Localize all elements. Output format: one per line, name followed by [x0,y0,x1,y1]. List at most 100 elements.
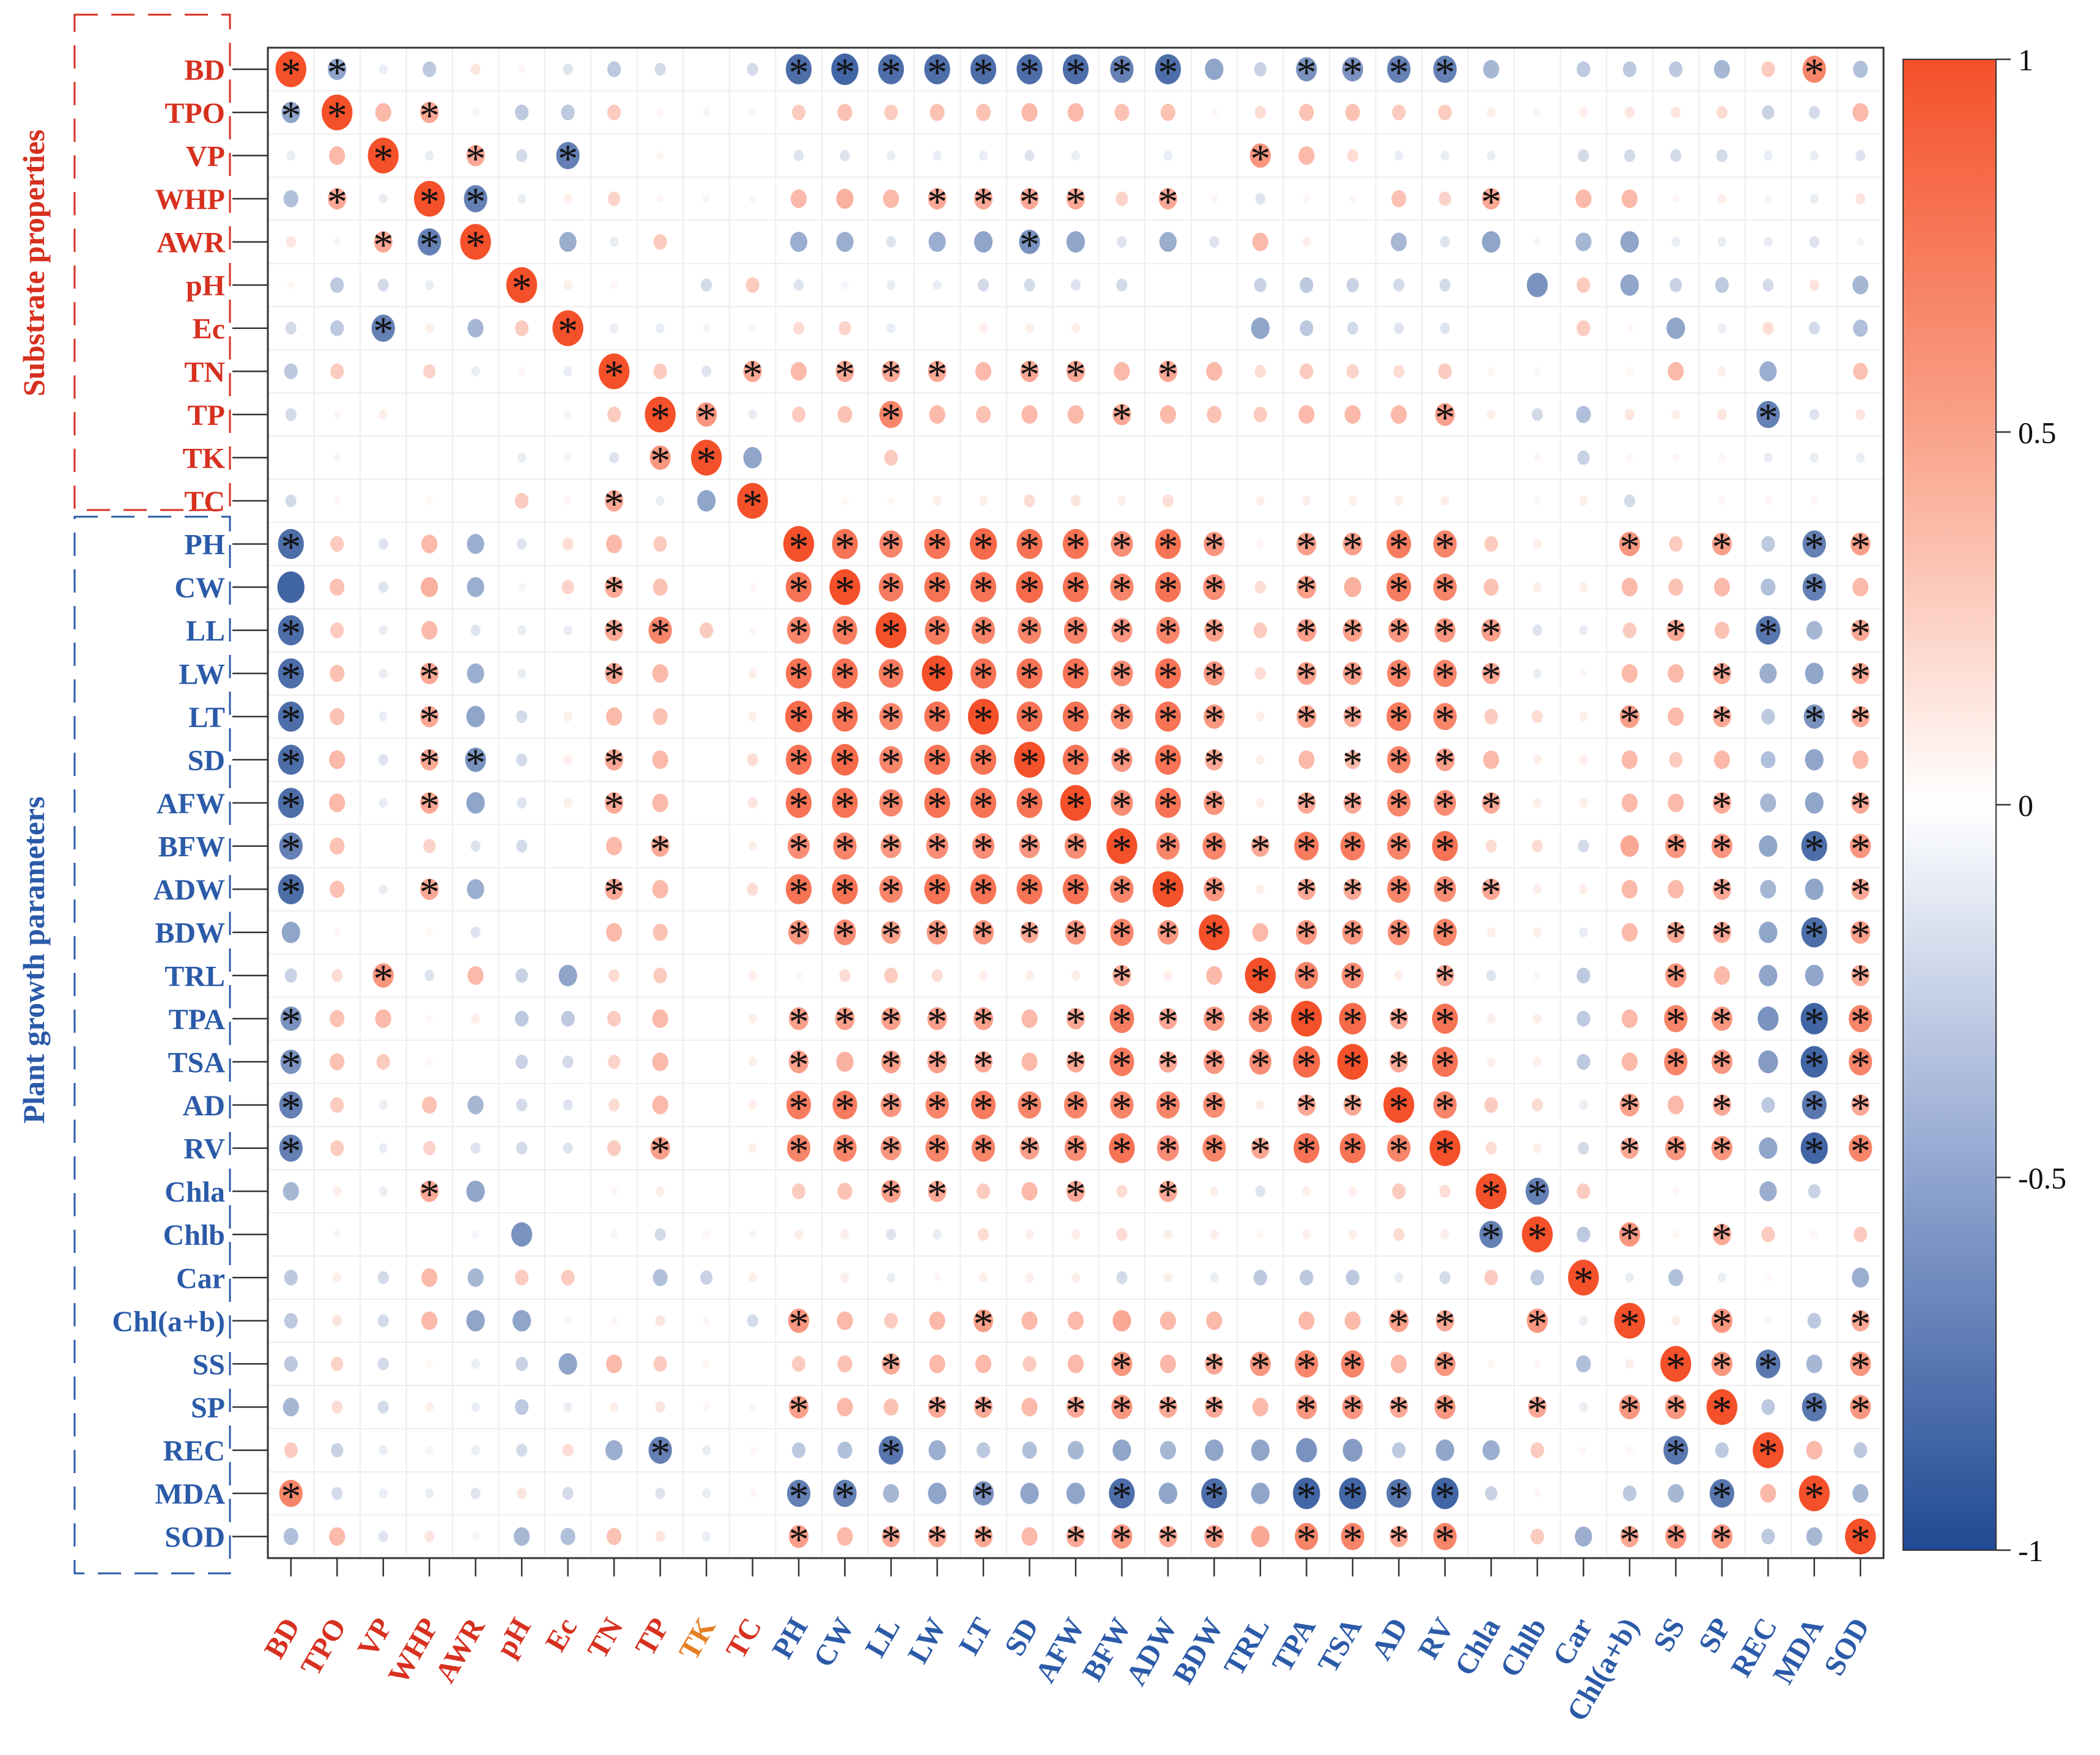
cell-Ec-BFW [1118,324,1125,332]
correlation-ellipse [371,314,395,342]
correlation-ellipse [1300,320,1314,336]
correlation-ellipse [425,279,434,290]
cell-MDA-TSA: * [1339,1474,1367,1519]
correlation-ellipse [380,928,386,936]
cell-pH-TRL [1254,278,1267,292]
correlation-ellipse [1024,278,1035,292]
correlation-ellipse [275,51,306,87]
column-label: SOD [1818,1613,1876,1681]
correlation-ellipse [1159,1354,1177,1373]
cell-VP-TPO [329,146,346,165]
correlation-ellipse [788,1524,809,1548]
correlation-ellipse [333,496,341,506]
significance-marker: * [881,568,901,613]
correlation-ellipse [1802,573,1826,601]
correlation-ellipse [1386,702,1411,731]
correlation-ellipse [1533,237,1541,246]
correlation-ellipse [887,150,896,161]
significance-marker: * [927,698,947,742]
correlation-ellipse [1802,56,1826,83]
correlation-ellipse [1805,662,1824,684]
cell-SS-WHP [426,1359,434,1369]
correlation-ellipse [380,842,386,850]
cell-CW-MDA: * [1802,568,1826,613]
correlation-ellipse [1251,835,1270,857]
cell-pH-Chla [1488,281,1495,289]
correlation-ellipse [1811,1274,1817,1282]
cell-LW-SP: * [1712,654,1732,699]
correlation-ellipse [1162,494,1174,508]
significance-marker: * [420,1172,440,1217]
cell-Chlb-REC [1761,1226,1775,1243]
correlation-ellipse [749,194,756,204]
cell-Chlb-BD [287,1230,294,1238]
correlation-ellipse [1530,1528,1544,1545]
cell-TPO-TN [607,104,621,120]
correlation-ellipse [884,967,898,984]
correlation-ellipse [653,234,667,250]
cell-VP-TC [749,152,756,160]
correlation-ellipse [1857,1188,1864,1195]
significance-marker: * [1342,525,1362,570]
correlation-ellipse [1762,105,1775,120]
cell-REC-BFW [1112,1439,1131,1461]
correlation-ellipse [703,972,710,980]
cell-PH-pH [517,538,527,550]
correlation-ellipse [653,923,668,941]
significance-marker: * [1481,180,1501,224]
cell-AFW-TN: * [604,784,624,829]
correlation-ellipse [330,708,345,725]
correlation-ellipse [1392,1442,1406,1458]
cell-AFW-VP [379,797,388,808]
correlation-ellipse [1487,107,1496,118]
cell-TSA-SS: * [1664,1043,1688,1087]
correlation-ellipse [471,1359,480,1369]
cell-RV-LT: * [971,1129,996,1174]
cell-TPO-REC [1762,105,1775,120]
correlation-ellipse [471,1402,480,1413]
significance-marker: * [1158,914,1178,958]
correlation-ellipse [1614,1302,1646,1339]
cell-RV-BFW: * [1109,1129,1135,1174]
correlation-ellipse [1293,1046,1320,1078]
correlation-ellipse [1340,1523,1365,1550]
colorbar-tick-label: 0 [2018,788,2033,822]
cell-PH-BDW: * [1203,525,1225,570]
significance-marker: * [1850,611,1871,656]
correlation-ellipse [1111,703,1133,730]
cell-TN-TSA [1346,364,1359,379]
correlation-ellipse [379,884,388,895]
cell-Car-BFW [1116,1271,1128,1284]
correlation-ellipse [277,571,305,603]
correlation-ellipse [1669,752,1683,768]
correlation-ellipse [1851,878,1870,900]
correlation-ellipse [1761,708,1775,725]
correlation-ellipse [1665,1395,1687,1419]
correlation-ellipse [1203,877,1225,902]
correlation-ellipse [425,1402,434,1413]
cell-BFW-TSA: * [1340,827,1366,872]
cell-BD-RV: * [1433,50,1457,95]
cell-PH-RV: * [1433,525,1457,570]
correlation-ellipse [425,150,434,161]
significance-marker: * [1435,50,1455,95]
correlation-ellipse [607,1010,621,1027]
cell-SS-BFW: * [1111,1345,1133,1389]
significance-marker: * [881,1043,901,1087]
cell-BD-BFW: * [1110,50,1134,95]
cell-TSA-SOD: * [1849,1043,1873,1087]
cell-Ec-LW [934,324,941,332]
column-label: LW [901,1613,953,1669]
correlation-ellipse [470,926,481,939]
cell-SD-TC [747,753,758,766]
cell-TN-AWR [471,366,480,377]
correlation-ellipse [1388,618,1410,643]
cell-TSA-AWR [472,1058,479,1066]
significance-marker: * [1296,784,1317,829]
correlation-ellipse [423,1140,436,1156]
correlation-ellipse [703,1359,711,1369]
correlation-ellipse [785,788,812,818]
cell-BD-TSA: * [1342,50,1364,95]
correlation-ellipse [1257,1317,1263,1325]
cell-pH-MDA [1809,279,1819,291]
